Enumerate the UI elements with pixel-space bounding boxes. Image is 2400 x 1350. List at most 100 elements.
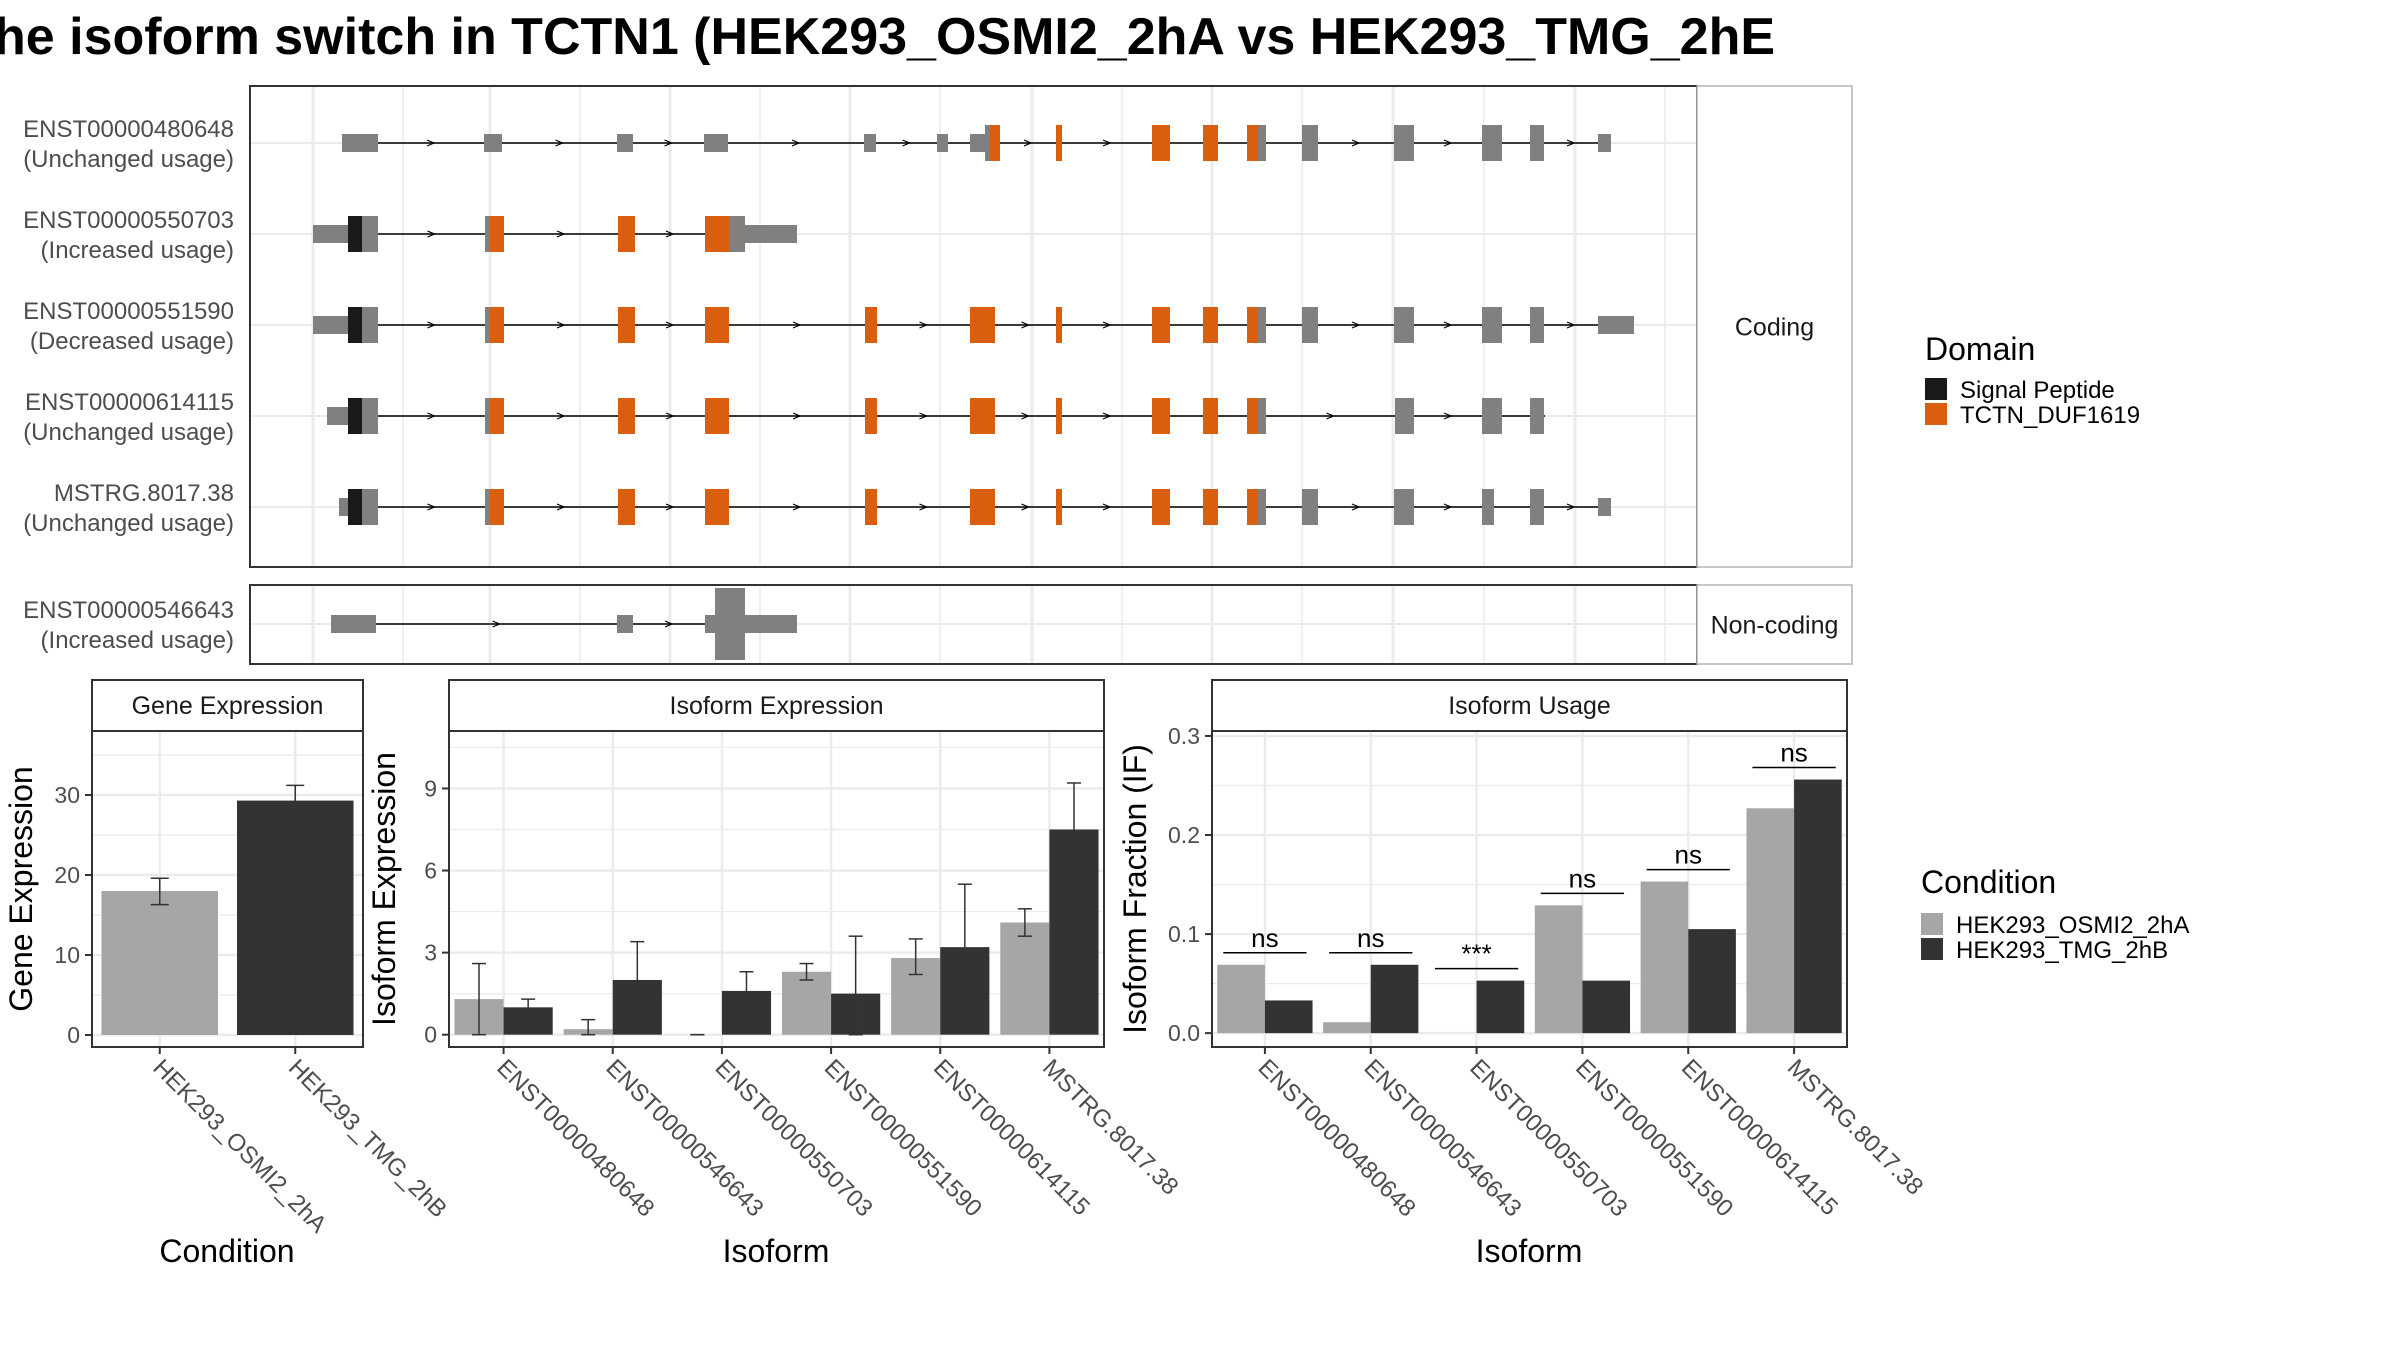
significance-label: ns: [1569, 863, 1596, 893]
bar-condition-a: [1746, 808, 1795, 1034]
domain-exon-block: [1056, 398, 1062, 434]
y-axis-title: Isoform Fraction (IF): [1117, 744, 1153, 1034]
bar-condition-a: [101, 891, 219, 1035]
bar-condition-a: [781, 971, 832, 1035]
noncoding-facet-strip: [1696, 584, 1853, 665]
y-tick-label: 0.3: [1168, 723, 1200, 749]
exon-block: [1530, 125, 1544, 161]
significance-label: ***: [1461, 939, 1491, 969]
intron-direction-arrow: [556, 230, 566, 238]
x-axis-title: Isoform: [723, 1233, 830, 1269]
domain-exon-block: [1203, 125, 1218, 161]
bar-condition-a: [1217, 964, 1265, 1034]
domain-exon-block: [490, 489, 504, 525]
intron-direction-arrow: [427, 230, 437, 238]
intron-direction-arrow: [492, 620, 502, 628]
y-tick-label: 0.2: [1168, 822, 1200, 848]
exon-block: [1258, 307, 1266, 343]
signal-peptide-block: [348, 398, 362, 434]
transcript-usage-label: (Decreased usage): [30, 328, 234, 355]
domain-exon-block: [865, 398, 877, 434]
domain-exon-block: [970, 307, 995, 343]
exon-block: [1302, 125, 1318, 161]
intron-direction-arrow: [1566, 321, 1576, 329]
transcript-usage-label: (Unchanged usage): [23, 510, 234, 537]
intron-direction-arrow: [1326, 412, 1336, 420]
condition-legend-label: HEK293_OSMI2_2hA: [1956, 912, 2189, 939]
domain-exon-block: [1056, 307, 1062, 343]
y-tick-label: 0: [67, 1022, 80, 1048]
transcript-id-label: MSTRG.8017.38: [54, 480, 234, 507]
domain-exon-block: [705, 489, 729, 525]
bar-condition-b: [1794, 779, 1842, 1034]
condition-legend-title: Condition: [1921, 864, 2056, 900]
intron-direction-arrow: [792, 503, 802, 511]
intron-direction-arrow: [427, 321, 437, 329]
transcript-usage-label: (Unchanged usage): [23, 419, 234, 446]
intron-direction-arrow: [556, 412, 566, 420]
intron-direction-arrow: [427, 412, 437, 420]
y-tick-label: 3: [424, 940, 437, 966]
domain-exon-block: [970, 398, 995, 434]
exon-block: [1482, 489, 1494, 525]
bar-condition-a: [1323, 1022, 1371, 1034]
domain-exon-block: [1247, 489, 1258, 525]
transcript-structure-panel: Coding Non-coding ENST00000480648 (Unchange…: [23, 85, 1853, 665]
domain-exon-block: [1152, 398, 1170, 434]
x-axis-title: Isoform: [1476, 1233, 1583, 1269]
domain-exon-block: [1056, 125, 1062, 161]
intron-direction-arrow: [1021, 321, 1031, 329]
exon-block: [485, 398, 490, 434]
exon-block: [1302, 307, 1318, 343]
chart-title-strip: [91, 679, 364, 732]
exon-block: [1258, 489, 1266, 525]
intron-direction-arrow: [1021, 503, 1031, 511]
intron-direction-arrow: [919, 412, 929, 420]
domain-exon-block: [970, 489, 995, 525]
bar-condition-b: [1264, 1000, 1313, 1034]
transcript-usage-label: (Unchanged usage): [23, 146, 234, 173]
transcript-usage-label: (Increased usage): [41, 237, 234, 264]
condition-legend-key: [1921, 913, 1943, 935]
utr-exon-block: [327, 407, 348, 425]
intron-direction-arrow: [665, 230, 675, 238]
coding-facet-strip: [1696, 85, 1853, 568]
utr-exon-block: [313, 225, 348, 243]
exon-block: [485, 489, 490, 525]
domain-exon-block: [1203, 307, 1218, 343]
exon-block: [1302, 489, 1318, 525]
utr-exon-block: [937, 134, 948, 152]
transcript-id-label: ENST00000614115: [25, 389, 234, 416]
domain-legend-label: TCTN_DUF1619: [1960, 402, 2140, 429]
exon-block: [362, 489, 378, 525]
exon-block: [1394, 125, 1414, 161]
transcript-id-label: ENST00000480648: [23, 116, 234, 143]
domain-exon-block: [1203, 398, 1218, 434]
domain-exon-block: [1152, 125, 1170, 161]
y-tick-label: 9: [424, 775, 437, 801]
y-tick-label: 20: [54, 862, 80, 888]
domain-exon-block: [865, 307, 877, 343]
exon-block: [1482, 398, 1502, 434]
intron-direction-arrow: [665, 503, 675, 511]
exon-block: [1258, 398, 1266, 434]
intron-direction-arrow: [1351, 503, 1361, 511]
bar-condition-b: [1476, 980, 1525, 1034]
intron-direction-arrow: [664, 139, 674, 147]
intron-direction-arrow: [1351, 321, 1361, 329]
condition-legend-label: HEK293_TMG_2hB: [1956, 937, 2168, 964]
domain-exon-block: [490, 216, 504, 252]
domain-exon-block: [618, 398, 635, 434]
exon-block: [1530, 489, 1544, 525]
exon-block: [1530, 307, 1544, 343]
intron-direction-arrow: [664, 620, 674, 628]
domain-legend-key: [1925, 378, 1947, 400]
utr-exon-block: [617, 615, 633, 633]
intron-direction-arrow: [902, 139, 912, 147]
intron-direction-arrow: [792, 412, 802, 420]
utr-exon-block: [331, 615, 376, 633]
domain-exon-block: [1056, 489, 1062, 525]
significance-label: ns: [1675, 840, 1702, 870]
significance-label: ns: [1780, 738, 1807, 768]
signal-peptide-block: [348, 489, 362, 525]
